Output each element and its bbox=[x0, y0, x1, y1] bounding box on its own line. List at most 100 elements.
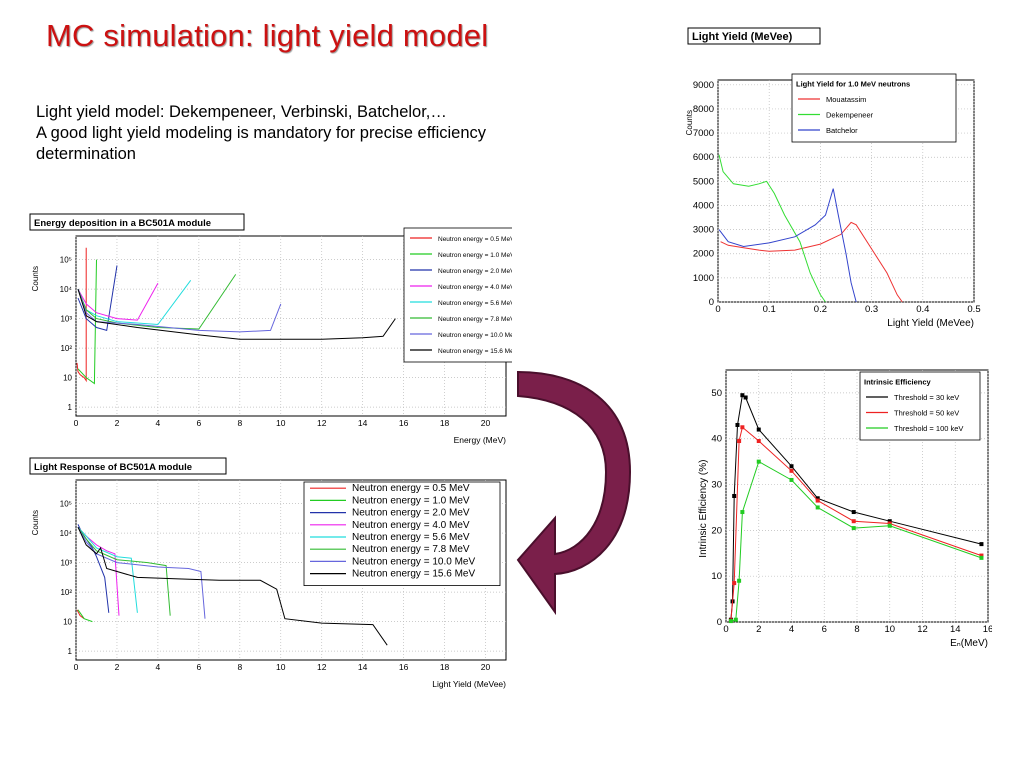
y-tick-label: 10³ bbox=[60, 315, 72, 324]
data-point bbox=[887, 523, 892, 528]
data-point bbox=[851, 519, 856, 524]
legend-entry-5: Neutron energy = 5.6 MeV bbox=[352, 532, 470, 543]
series-line-1 bbox=[720, 221, 903, 303]
series-line-8 bbox=[77, 526, 388, 646]
x-tick-label: 2 bbox=[115, 418, 120, 428]
y-tick-label: 7000 bbox=[693, 128, 714, 139]
x-axis-label: Light Yield (MeVee) bbox=[887, 318, 974, 329]
y-tick-label: 10 bbox=[63, 374, 72, 383]
data-point bbox=[815, 498, 820, 503]
legend-entry-7: Neutron energy = 10.0 MeV bbox=[438, 332, 512, 339]
data-point bbox=[743, 395, 748, 400]
x-tick-label: 0.5 bbox=[967, 304, 980, 315]
curved-arrow bbox=[516, 370, 632, 616]
chart-energy-deposition: 0 2 4 6 8 10 12 14 16 18 20 1 10 10² 10³ 10⁴ 10⁵ Energy d… bbox=[29, 213, 512, 445]
series-line-5 bbox=[77, 526, 138, 613]
x-axis-label: Energy (MeV) bbox=[454, 435, 507, 445]
data-point bbox=[887, 521, 892, 526]
series-line-4 bbox=[77, 282, 159, 321]
x-tick-label: 0.4 bbox=[916, 304, 929, 315]
y-tick-label: 1000 bbox=[693, 273, 714, 284]
data-point bbox=[737, 439, 742, 444]
x-tick-label: 10 bbox=[276, 418, 286, 428]
x-tick-label: 0 bbox=[74, 418, 79, 428]
y-tick-label: 8000 bbox=[693, 104, 714, 115]
y-tick-label: 6000 bbox=[693, 152, 714, 163]
x-tick-label: 0 bbox=[715, 304, 720, 315]
chart-title-box bbox=[29, 213, 245, 231]
y-tick-label: 2000 bbox=[693, 249, 714, 260]
legend-entry-4: Neutron energy = 4.0 MeV bbox=[352, 520, 470, 531]
y-tick-label: 10² bbox=[60, 344, 72, 353]
legend-entry-2: Neutron energy = 1.0 MeV bbox=[352, 495, 470, 506]
x-tick-label: 6 bbox=[196, 418, 201, 428]
x-axis-label: Eₙ(MeV) bbox=[950, 638, 988, 649]
legend-entry-4: Neutron energy = 4.0 MeV bbox=[438, 284, 512, 291]
series-line-3 bbox=[718, 188, 857, 303]
y-axis-label: Counts bbox=[31, 266, 40, 291]
y-tick-label: 10⁵ bbox=[60, 500, 72, 509]
x-tick-label: 0.3 bbox=[865, 304, 878, 315]
x-tick-label: 16 bbox=[399, 418, 409, 428]
y-tick-label: 10 bbox=[63, 618, 72, 627]
x-tick-label: 20 bbox=[481, 662, 491, 672]
x-tick-label: 0 bbox=[723, 624, 728, 635]
data-point bbox=[815, 496, 820, 501]
legend-box bbox=[303, 481, 501, 586]
y-tick-label: 1 bbox=[68, 403, 73, 412]
y-tick-label: 10⁴ bbox=[60, 285, 73, 294]
data-point bbox=[851, 526, 856, 531]
legend-entry-5: Neutron energy = 5.6 MeV bbox=[438, 300, 512, 307]
legend-entry-7: Neutron energy = 10.0 MeV bbox=[352, 556, 475, 567]
y-tick-label: 3000 bbox=[693, 225, 714, 236]
series-line-2 bbox=[718, 154, 826, 303]
series-line-3 bbox=[77, 265, 118, 332]
chart-intrinsic-efficiency: 0 2 4 6 8 10 12 14 16 0 10 20 30 40 50 Eₙ(MeV) Intrinsic… bbox=[698, 369, 992, 649]
legend-entry-3: Threshold = 100 keV bbox=[894, 424, 963, 433]
body-line-1: Light yield model: Dekempeneer, Verbinsk… bbox=[36, 103, 447, 121]
x-tick-label: 10 bbox=[276, 662, 286, 672]
y-axis-label: Counts bbox=[685, 110, 694, 135]
y-axis-label: Counts bbox=[31, 510, 40, 535]
legend-entry-1: Neutron energy = 0.5 MeV bbox=[352, 483, 470, 494]
x-tick-label: 14 bbox=[950, 624, 961, 635]
y-tick-label: 10⁵ bbox=[60, 256, 72, 265]
y-tick-label: 20 bbox=[711, 525, 722, 536]
y-tick-label: 30 bbox=[711, 480, 722, 491]
legend-entry-2: Dekempeneer bbox=[826, 111, 874, 120]
y-tick-label: 10⁴ bbox=[60, 529, 73, 538]
slide-title: MC simulation: light yield model bbox=[46, 18, 489, 53]
series-line-7 bbox=[77, 526, 206, 619]
body-line-2: A good light yield modeling is mandatory… bbox=[36, 124, 487, 142]
x-tick-label: 0.2 bbox=[814, 304, 827, 315]
data-point bbox=[979, 553, 984, 558]
x-tick-label: 4 bbox=[156, 662, 161, 672]
y-tick-label: 10² bbox=[60, 588, 72, 597]
series-line-1 bbox=[76, 609, 85, 620]
series-line-3 bbox=[730, 460, 982, 622]
data-point bbox=[732, 581, 737, 586]
x-tick-label: 18 bbox=[440, 418, 450, 428]
legend-entry-8: Neutron energy = 15.6 MeV bbox=[438, 348, 512, 355]
legend-entry-3: Neutron energy = 2.0 MeV bbox=[352, 508, 470, 519]
y-tick-label: 50 bbox=[711, 388, 722, 399]
legend-title: Light Yield for 1.0 MeV neutrons bbox=[796, 80, 910, 89]
y-tick-label: 1 bbox=[68, 647, 73, 656]
data-point bbox=[732, 494, 737, 498]
y-tick-label: 5000 bbox=[693, 176, 714, 187]
data-point bbox=[789, 464, 794, 469]
legend-entry-6: Neutron energy = 7.8 MeV bbox=[352, 544, 470, 555]
y-tick-label: 0 bbox=[717, 617, 722, 628]
x-tick-label: 10 bbox=[884, 624, 895, 635]
chart-title-box bbox=[29, 457, 227, 475]
data-point bbox=[756, 439, 761, 444]
chart-light-response: 0 2 4 6 8 10 12 14 16 18 20 1 10 10² 10³ 10⁴ 10⁵ Light Re… bbox=[29, 457, 507, 689]
x-axis-label: Light Yield (MeVee) bbox=[432, 679, 506, 689]
x-tick-label: 2 bbox=[115, 662, 120, 672]
legend-entry-1: Threshold = 30 keV bbox=[894, 393, 959, 402]
data-point bbox=[789, 477, 794, 482]
legend-entry-3: Neutron energy = 2.0 MeV bbox=[438, 268, 512, 275]
x-tick-label: 14 bbox=[358, 662, 368, 672]
data-point bbox=[815, 505, 820, 510]
x-tick-label: 2 bbox=[756, 624, 761, 635]
